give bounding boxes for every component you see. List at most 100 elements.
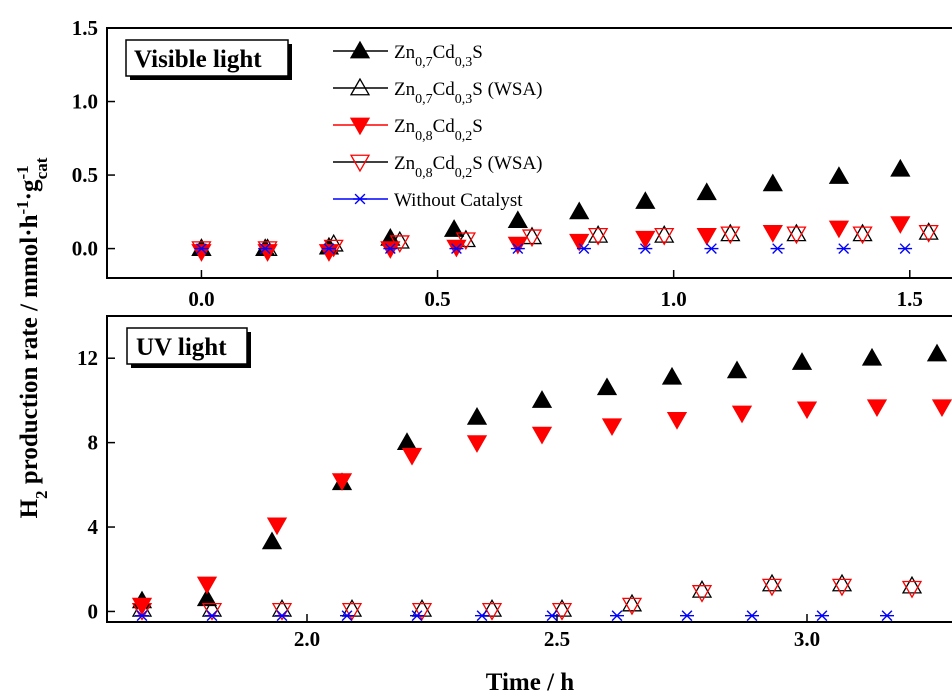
legend-marker xyxy=(353,193,367,205)
data-point-asterisk xyxy=(898,243,913,254)
x-tick-label: 0.5 xyxy=(424,287,450,311)
data-point-triangle-up-filled xyxy=(861,347,883,366)
data-point-triangle-up-filled xyxy=(507,210,528,229)
y-tick-label: 0 xyxy=(88,599,99,623)
data-point-triangle-up-open xyxy=(918,222,939,240)
data-point-asterisk xyxy=(205,610,219,622)
data-point-triangle-down-filled xyxy=(196,576,218,595)
bottom-panel-label-box: UV light xyxy=(126,327,251,368)
data-point-asterisk xyxy=(510,243,525,254)
legend-label: Zn0,7Cd0,3S xyxy=(394,42,483,70)
data-point-asterisk xyxy=(258,243,273,254)
data-point-triangle-down-open xyxy=(691,585,713,603)
data-point-triangle-up-open xyxy=(691,580,713,598)
data-point-triangle-up-open xyxy=(455,229,477,248)
data-point-triangle-down-filled xyxy=(531,426,553,445)
top-plot-frame xyxy=(106,27,952,279)
data-point-triangle-down-open xyxy=(341,602,363,621)
legend-label: Zn0,7Cd0,3S (WSA) xyxy=(394,79,543,107)
bottom-data-points xyxy=(131,343,952,622)
data-point-triangle-up-filled xyxy=(890,158,911,177)
legend-marker xyxy=(349,154,371,173)
data-point-triangle-down-open xyxy=(587,227,609,246)
y-tick-label: 1.0 xyxy=(72,90,98,114)
data-point-triangle-down-filled xyxy=(931,399,952,418)
data-point-triangle-down-filled xyxy=(796,401,818,420)
data-point-triangle-down-open xyxy=(901,580,923,599)
data-point-triangle-down-filled xyxy=(696,227,717,246)
data-point-triangle-down-filled xyxy=(569,233,590,252)
data-point-triangle-down-open xyxy=(481,602,503,621)
data-point-asterisk xyxy=(321,243,336,254)
data-point-triangle-up-open xyxy=(389,230,410,249)
data-point-triangle-down-open xyxy=(786,226,807,245)
data-point-triangle-up-filled xyxy=(569,201,590,220)
bottom-x-axis: 2.0 2.5 3.0 xyxy=(294,614,820,651)
data-point-triangle-down-filled xyxy=(635,230,656,249)
data-point-triangle-up-filled xyxy=(926,343,948,362)
data-point-triangle-up-filled xyxy=(396,432,418,451)
y-axis-label: H2 production rate / mmol·h-1·g-1cat xyxy=(13,157,51,518)
y-tick-label: 1.5 xyxy=(72,16,98,40)
data-point-triangle-up-open xyxy=(654,225,675,243)
data-point-triangle-down-open xyxy=(621,597,643,616)
data-point-asterisk xyxy=(194,243,209,254)
data-point-triangle-up-filled xyxy=(696,182,717,201)
x-tick-label: 3.0 xyxy=(794,627,820,651)
data-point-triangle-down-open xyxy=(551,602,573,621)
top-label-frame xyxy=(125,39,289,77)
data-point-triangle-up-filled xyxy=(531,390,553,408)
y-tick-label: 4 xyxy=(88,515,99,539)
data-point-triangle-up-open xyxy=(551,599,573,617)
legend-marker xyxy=(349,117,371,136)
data-point-triangle-down-filled xyxy=(762,225,783,243)
data-point-triangle-down-filled xyxy=(331,473,353,491)
data-point-triangle-down-filled xyxy=(131,597,153,616)
top-panel-label-box: Visible light xyxy=(125,39,292,80)
data-point-asterisk xyxy=(383,243,398,254)
bottom-panel-label: UV light xyxy=(136,334,227,361)
data-point-triangle-down-open xyxy=(411,602,433,621)
bottom-plot-frame xyxy=(106,315,952,623)
data-point-asterisk xyxy=(340,610,354,622)
data-point-triangle-down-open xyxy=(455,232,477,251)
data-point-asterisk xyxy=(610,610,624,622)
data-point-triangle-down-open xyxy=(852,226,873,245)
data-point-triangle-down-filled xyxy=(401,447,423,466)
data-point-triangle-up-open xyxy=(587,225,609,243)
x-tick-label: 2.0 xyxy=(294,627,320,651)
data-point-triangle-up-filled xyxy=(828,166,850,184)
uv-light-panel: 0 4 8 12 2.0 2.5 3.0 UV light xyxy=(77,315,952,651)
data-point-triangle-down-open xyxy=(654,227,675,246)
y-tick-label: 8 xyxy=(88,431,99,455)
legend-label: Without Catalyst xyxy=(394,190,523,211)
legend-marker xyxy=(349,40,371,59)
data-point-triangle-up-open xyxy=(901,575,923,594)
data-point-asterisk xyxy=(275,610,289,622)
data-point-asterisk xyxy=(545,610,559,622)
data-point-triangle-up-filled xyxy=(726,360,748,379)
top-y-axis: 0.0 0.5 1.0 1.5 xyxy=(72,16,115,261)
data-point-triangle-down-filled xyxy=(866,399,888,418)
data-point-asterisk xyxy=(880,610,894,622)
data-point-triangle-up-filled xyxy=(443,219,465,237)
y-tick-label: 12 xyxy=(77,346,98,370)
x-tick-label: 2.5 xyxy=(544,627,570,651)
data-point-triangle-up-filled xyxy=(466,406,488,425)
top-data-points xyxy=(191,158,939,262)
data-point-asterisk xyxy=(745,610,759,622)
data-point-asterisk xyxy=(680,610,694,622)
bottom-y-axis: 0 4 8 12 xyxy=(77,346,115,623)
data-point-asterisk xyxy=(770,243,785,254)
y-tick-label: 0.5 xyxy=(72,163,98,187)
data-point-asterisk xyxy=(576,243,591,254)
data-point-triangle-down-filled xyxy=(466,435,488,453)
data-point-triangle-up-open xyxy=(481,599,503,617)
data-point-triangle-up-open xyxy=(521,226,543,245)
data-point-triangle-up-filled xyxy=(791,352,813,370)
data-point-asterisk xyxy=(475,610,489,622)
data-point-triangle-up-open xyxy=(720,223,741,242)
data-point-asterisk xyxy=(449,243,464,254)
legend-marker xyxy=(349,77,371,96)
